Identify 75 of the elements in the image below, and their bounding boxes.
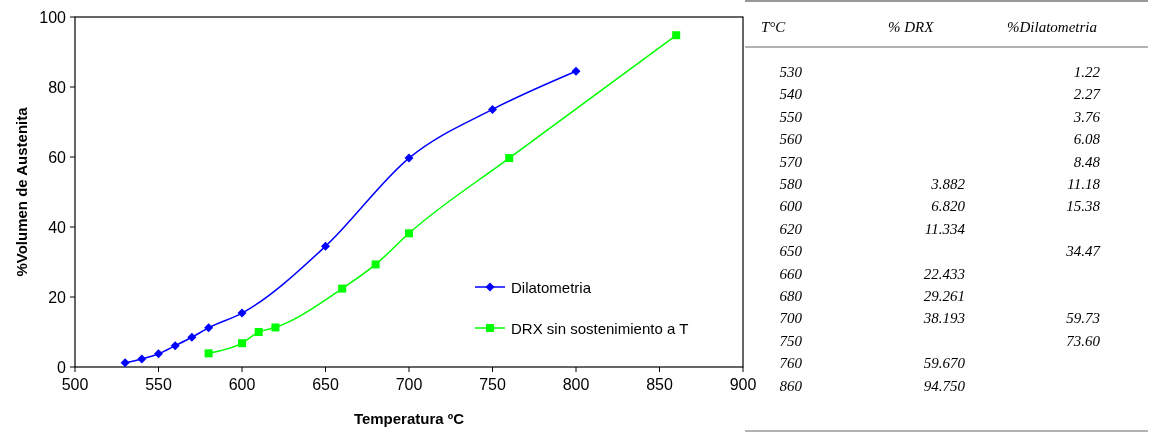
point <box>338 284 347 293</box>
data-label: 59.670 <box>923 355 966 372</box>
y-tick-label: 60 <box>48 148 67 166</box>
data-label: 6.08 <box>1073 131 1101 148</box>
data-label: 3.76 <box>1072 108 1101 125</box>
x-tick-label: 700 <box>395 376 423 393</box>
category-label: 620 <box>779 220 803 237</box>
data-label: 73.60 <box>1066 332 1101 349</box>
data-label: 3.882 <box>930 176 966 192</box>
point <box>488 104 497 114</box>
x-tick-label: 500 <box>61 376 89 393</box>
data-label: 34.47 <box>1065 243 1102 260</box>
legend-label: DRX sin sostenimiento a T <box>511 319 689 337</box>
category-label: 600 <box>779 198 803 215</box>
point <box>371 260 380 269</box>
data-label: 8.48 <box>1073 153 1101 170</box>
point <box>170 341 180 351</box>
data-label: 15.38 <box>1066 198 1101 215</box>
category-label: 540 <box>779 86 803 103</box>
y-tick-label: 100 <box>39 8 67 26</box>
category-label: 660 <box>779 265 803 282</box>
data-label: 94.750 <box>923 377 966 394</box>
point <box>271 323 280 332</box>
point <box>204 323 214 333</box>
point <box>571 66 581 76</box>
category-label: 530 <box>779 64 803 80</box>
data-label: 1.22 <box>1073 64 1101 80</box>
y-tick-label: 20 <box>48 288 67 306</box>
category-label: 860 <box>779 377 803 394</box>
x-tick-label: 550 <box>145 376 172 393</box>
x-tick-label: 600 <box>228 376 256 393</box>
category-label: 750 <box>779 332 803 349</box>
point <box>154 349 163 359</box>
category-label: 570 <box>779 153 803 170</box>
point <box>254 328 263 336</box>
x-tick-label: 850 <box>646 376 673 393</box>
category-label: 550 <box>779 108 803 125</box>
data-label: 29.261 <box>923 288 965 304</box>
category-label: 760 <box>779 355 803 372</box>
y-tick-label: 40 <box>48 218 67 236</box>
x-tick-label: 900 <box>729 376 757 393</box>
data-label: 22.433 <box>923 265 965 282</box>
point <box>505 154 514 163</box>
y-tick-label: 80 <box>48 78 67 96</box>
point <box>237 308 247 318</box>
point <box>321 241 330 251</box>
category-label: 560 <box>779 131 803 148</box>
category-label: 680 <box>779 288 803 304</box>
point <box>120 358 130 368</box>
category-label: 580 <box>779 176 803 192</box>
data-label: 38.193 <box>922 310 965 327</box>
point <box>404 153 414 163</box>
data-label: 59.73 <box>1066 310 1100 327</box>
text: % DRX <box>888 19 935 35</box>
data-label: 2.27 <box>1073 86 1102 103</box>
category-label: 650 <box>779 243 803 260</box>
legend-label: Dilatometria <box>511 278 592 296</box>
data-label: 6.820 <box>931 198 966 215</box>
x-tick-label: 650 <box>312 376 339 393</box>
x-tick-label: 800 <box>562 376 590 393</box>
text: T°C <box>761 19 787 35</box>
category-label: 700 <box>779 310 803 327</box>
point <box>672 31 681 40</box>
data-label: 11.18 <box>1067 176 1101 192</box>
data-label: 11.334 <box>924 220 966 237</box>
text: %Dilatometria <box>1007 19 1097 35</box>
point <box>204 349 213 358</box>
point <box>187 332 197 342</box>
x-tick-label: 750 <box>479 376 506 393</box>
x-axis-title: Temperatura ºC <box>353 410 465 427</box>
y-axis-title: %Volumen de Austenita <box>13 106 30 277</box>
point <box>137 354 147 364</box>
point <box>405 229 413 238</box>
y-tick-label: 0 <box>57 358 67 376</box>
point <box>238 339 246 348</box>
